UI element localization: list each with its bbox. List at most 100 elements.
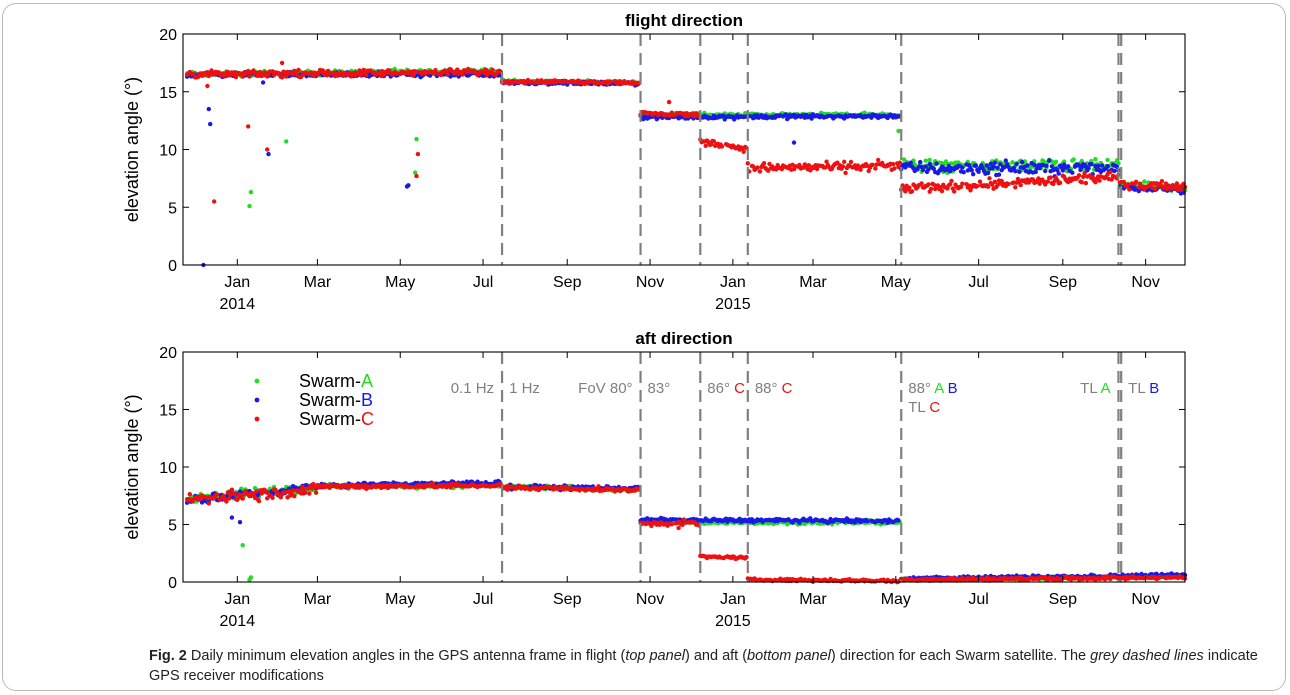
x-tick-label: Sep bbox=[553, 591, 582, 608]
data-point bbox=[926, 182, 931, 187]
data-point bbox=[939, 188, 945, 194]
annotation-part: A bbox=[1100, 380, 1110, 397]
data-point bbox=[761, 161, 767, 166]
data-point bbox=[919, 181, 924, 186]
figure-frame: flight direction elevation angle (°) 0 5 10 1… bbox=[2, 3, 1286, 691]
data-point bbox=[824, 159, 829, 164]
data-point bbox=[1060, 168, 1066, 173]
data-point bbox=[987, 176, 992, 181]
annotation-label: TL C bbox=[908, 399, 940, 416]
annotation-label: 0.1 Hz bbox=[451, 380, 494, 397]
data-point bbox=[320, 68, 325, 73]
data-point bbox=[1152, 187, 1158, 192]
data-point bbox=[909, 189, 915, 194]
data-point bbox=[292, 494, 297, 499]
data-point bbox=[757, 169, 763, 174]
data-point bbox=[414, 136, 419, 142]
data-point bbox=[892, 166, 897, 171]
data-point bbox=[1041, 159, 1047, 164]
y-tick-label: 20 bbox=[159, 345, 177, 362]
data-point bbox=[908, 160, 913, 165]
annotation-label: TL A bbox=[1080, 380, 1110, 397]
data-point bbox=[949, 178, 954, 184]
x-tick-label: Jul bbox=[473, 591, 493, 608]
data-point bbox=[414, 69, 419, 75]
x-tick-label: Jul bbox=[968, 591, 988, 608]
data-point bbox=[212, 199, 217, 204]
data-point bbox=[256, 498, 262, 504]
data-point bbox=[920, 167, 926, 173]
data-point bbox=[232, 491, 237, 497]
data-point bbox=[1045, 179, 1051, 184]
annotation-part: C bbox=[929, 399, 940, 416]
data-point bbox=[1033, 169, 1038, 175]
data-point bbox=[992, 160, 998, 165]
data-point bbox=[1079, 180, 1085, 185]
x-tick-label: Sep bbox=[1049, 274, 1078, 291]
data-point bbox=[791, 140, 797, 145]
data-point bbox=[408, 484, 414, 490]
data-point bbox=[270, 495, 275, 500]
annotation-part: B bbox=[943, 380, 957, 397]
data-point bbox=[1086, 166, 1091, 171]
data-point bbox=[931, 166, 936, 171]
x-year-label: 2015 bbox=[715, 613, 751, 630]
data-point bbox=[247, 203, 252, 209]
legend-suffix: B bbox=[361, 390, 373, 410]
data-point bbox=[490, 67, 495, 73]
data-point bbox=[1093, 156, 1098, 162]
data-point bbox=[767, 161, 772, 167]
data-point bbox=[918, 159, 923, 165]
data-point bbox=[208, 121, 213, 127]
x-tick-label: Nov bbox=[1131, 591, 1159, 608]
x-tick-label: Nov bbox=[1131, 274, 1159, 291]
data-point bbox=[985, 184, 991, 189]
data-point bbox=[1049, 164, 1055, 169]
data-point bbox=[1108, 169, 1113, 175]
data-point bbox=[923, 158, 928, 163]
data-point bbox=[1057, 180, 1063, 185]
data-point bbox=[284, 139, 289, 144]
data-point bbox=[1158, 574, 1163, 580]
data-point bbox=[1090, 174, 1095, 180]
data-point bbox=[1015, 176, 1021, 182]
annotation-part: 1 Hz bbox=[509, 380, 540, 397]
data-point bbox=[934, 161, 939, 166]
data-point bbox=[596, 484, 601, 489]
annotation-part: 0.1 Hz bbox=[451, 380, 494, 397]
data-point bbox=[1043, 168, 1048, 174]
data-point bbox=[866, 168, 871, 174]
data-point bbox=[206, 501, 211, 506]
data-point bbox=[338, 70, 343, 75]
data-point bbox=[414, 173, 419, 179]
data-point bbox=[1037, 181, 1042, 186]
data-point bbox=[990, 182, 995, 187]
data-point bbox=[227, 496, 232, 501]
x-tick-label: Jan bbox=[224, 591, 250, 608]
x-tick-label: Jan bbox=[720, 274, 746, 291]
data-points bbox=[184, 478, 1188, 585]
data-point bbox=[1127, 187, 1132, 192]
data-point bbox=[835, 160, 840, 165]
y-tick-label: 10 bbox=[159, 143, 177, 160]
data-point bbox=[999, 178, 1004, 184]
annotation-label: 86° C bbox=[707, 380, 745, 397]
data-point bbox=[985, 170, 991, 176]
y-tick-label: 20 bbox=[159, 27, 177, 44]
data-point bbox=[907, 185, 912, 190]
data-point bbox=[1163, 181, 1169, 186]
data-point bbox=[290, 488, 296, 493]
data-point bbox=[608, 79, 613, 85]
data-point bbox=[1125, 182, 1131, 187]
annotation-part: TL bbox=[1128, 380, 1149, 397]
data-point bbox=[1095, 163, 1101, 169]
x-tick-label: Nov bbox=[636, 274, 664, 291]
data-point bbox=[1112, 168, 1117, 174]
data-point bbox=[357, 68, 362, 73]
data-point bbox=[1178, 187, 1184, 193]
annotation-part: TL bbox=[908, 399, 929, 416]
data-point bbox=[445, 72, 450, 77]
data-point bbox=[676, 525, 681, 531]
legend-marker bbox=[254, 378, 260, 384]
series-A bbox=[184, 66, 1188, 209]
